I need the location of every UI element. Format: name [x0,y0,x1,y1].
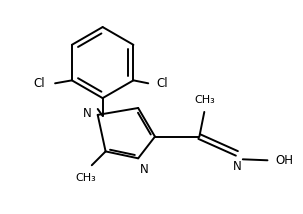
Text: Cl: Cl [156,77,168,90]
Text: CH₃: CH₃ [75,173,96,183]
Text: N: N [83,107,92,120]
Text: Cl: Cl [34,77,45,90]
Text: CH₃: CH₃ [194,95,215,105]
Text: N: N [232,160,241,173]
Text: OH: OH [275,154,293,167]
Text: N: N [140,163,149,176]
